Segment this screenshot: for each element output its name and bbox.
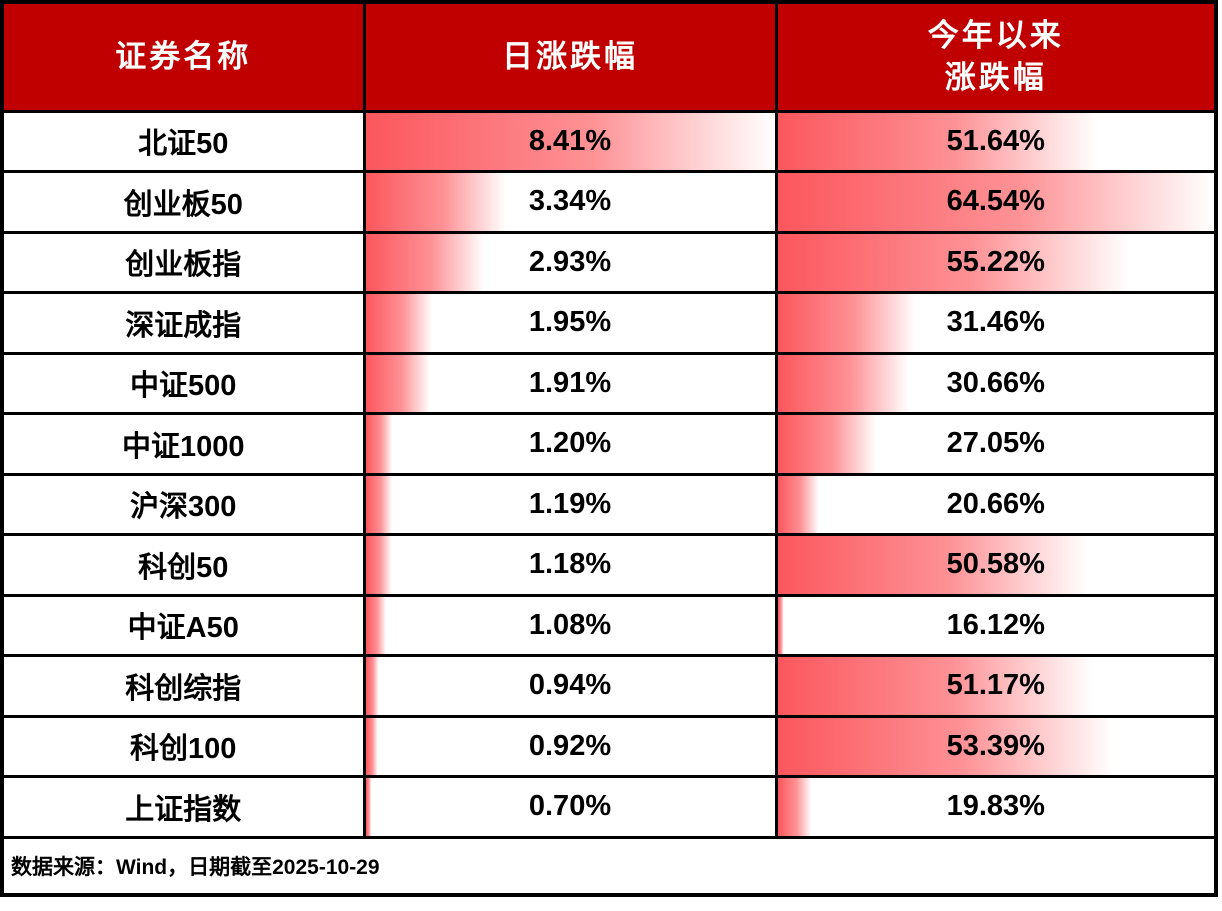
daily-change-value: 0.94% [528,669,612,702]
ytd-change-value: 16.12% [946,608,1045,641]
index-name: 中证A50 [0,593,366,657]
ytd-change-value: 19.83% [946,790,1045,823]
index-name: 科创综指 [0,654,366,718]
daily-change-value: 3.34% [528,185,612,218]
ytd-change-value: 31.46% [946,306,1045,339]
index-name: 中证500 [0,351,366,415]
ytd-change-cell: 51.17% [774,654,1218,718]
table-row: 中证A50 1.08% 16.12% [0,593,1218,657]
ytd-change-value: 64.54% [946,185,1045,218]
daily-change-cell: 8.41% [362,109,778,173]
daily-change-cell: 1.95% [362,291,778,355]
ytd-change-value: 53.39% [946,729,1045,762]
table-row: 中证1000 1.20% 27.05% [0,412,1218,476]
daily-change-value: 1.08% [528,608,612,641]
table-row: 科创100 0.92% 53.39% [0,714,1218,778]
table-row: 中证500 1.91% 30.66% [0,351,1218,415]
table-row: 科创50 1.18% 50.58% [0,533,1218,597]
ytd-change-value: 51.64% [946,124,1045,157]
index-name: 北证50 [0,109,366,173]
index-name: 中证1000 [0,412,366,476]
ytd-change-value: 20.66% [946,487,1045,520]
ytd-change-cell: 27.05% [774,412,1218,476]
header-cell-ytd-change: 今年以来 涨跌幅 [774,0,1218,113]
ytd-change-value: 51.17% [946,669,1045,702]
daily-change-value: 0.70% [528,790,612,823]
daily-change-cell: 1.08% [362,593,778,657]
ytd-change-cell: 51.64% [774,109,1218,173]
ytd-change-value: 55.22% [946,245,1045,278]
table-row: 上证指数 0.70% 19.83% [0,775,1218,839]
table-row: 创业板50 3.34% 64.54% [0,170,1218,234]
ytd-change-cell: 50.58% [774,533,1218,597]
ytd-change-cell: 20.66% [774,472,1218,536]
daily-change-cell: 0.92% [362,714,778,778]
daily-change-cell: 3.34% [362,170,778,234]
ytd-change-cell: 55.22% [774,230,1218,294]
daily-change-value: 1.20% [528,427,612,460]
daily-change-cell: 1.19% [362,472,778,536]
ytd-change-cell: 30.66% [774,351,1218,415]
index-name: 深证成指 [0,291,366,355]
daily-change-value: 2.93% [528,245,612,278]
ytd-change-cell: 19.83% [774,775,1218,839]
ytd-change-value: 50.58% [946,548,1045,581]
daily-change-cell: 1.20% [362,412,778,476]
index-name: 科创100 [0,714,366,778]
footer-row: 数据来源：Wind，日期截至2025-10-29 [0,835,1218,897]
daily-change-value: 0.92% [528,729,612,762]
table-row: 深证成指 1.95% 31.46% [0,291,1218,355]
ytd-change-cell: 16.12% [774,593,1218,657]
ytd-change-value: 27.05% [946,427,1045,460]
index-name: 上证指数 [0,775,366,839]
daily-change-cell: 2.93% [362,230,778,294]
daily-change-cell: 1.18% [362,533,778,597]
table-row: 北证50 8.41% 51.64% [0,109,1218,173]
table-header: 证券名称 日涨跌幅 今年以来 涨跌幅 [0,0,1218,113]
table-footer: 数据来源：Wind，日期截至2025-10-29 [0,835,1218,897]
daily-change-value: 1.18% [528,548,612,581]
ytd-change-cell: 64.54% [774,170,1218,234]
table-body: 北证50 8.41% 51.64% 创业板50 3.34% 64.54% 创业板… [0,109,1218,839]
daily-change-cell: 0.70% [362,775,778,839]
header-cell-daily-change: 日涨跌幅 [362,0,778,113]
index-name: 沪深300 [0,472,366,536]
daily-change-value: 1.19% [528,487,612,520]
ytd-change-cell: 31.46% [774,291,1218,355]
data-source-note: 数据来源：Wind，日期截至2025-10-29 [0,835,1218,897]
table-row: 科创综指 0.94% 51.17% [0,654,1218,718]
daily-change-cell: 1.91% [362,351,778,415]
table-row: 创业板指 2.93% 55.22% [0,230,1218,294]
table-row: 沪深300 1.19% 20.66% [0,472,1218,536]
ytd-change-cell: 53.39% [774,714,1218,778]
daily-change-cell: 0.94% [362,654,778,718]
daily-change-value: 1.95% [528,306,612,339]
daily-change-value: 8.41% [528,124,612,157]
header-row: 证券名称 日涨跌幅 今年以来 涨跌幅 [0,0,1218,113]
daily-change-value: 1.91% [528,366,612,399]
index-name: 创业板50 [0,170,366,234]
header-cell-security-name: 证券名称 [0,0,366,113]
index-name: 创业板指 [0,230,366,294]
index-name: 科创50 [0,533,366,597]
ytd-change-value: 30.66% [946,366,1045,399]
